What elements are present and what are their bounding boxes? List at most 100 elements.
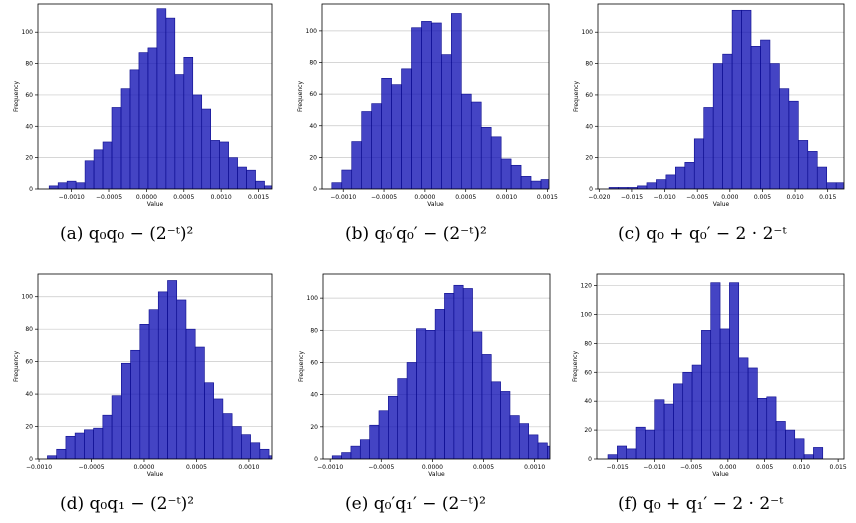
ytick-label-c-1: 20 [585, 155, 593, 162]
bar-d-15 [185, 328, 196, 459]
bar-b-11 [441, 54, 452, 189]
bar-a-0 [48, 185, 59, 189]
bar-a-14 [174, 74, 185, 189]
bar-b-12 [451, 13, 462, 189]
bar-b-6 [391, 84, 402, 189]
bar-b-2 [351, 141, 362, 189]
bar-c-5 [656, 179, 667, 189]
caption-a: (a) q₀q₀ − (2⁻ᵗ)² [60, 224, 193, 244]
bar-d-17 [204, 382, 214, 459]
bar-f-17 [766, 396, 777, 459]
ytick-label-c-4: 80 [585, 61, 593, 68]
bar-c-6 [665, 174, 676, 189]
panel-a: (a) q₀q₀ − (2⁻ᵗ)² 0 20 40 60 80 100 −0.0010 −0.… [13, 3, 282, 244]
bars-e [331, 284, 575, 459]
ytick-label-f-0: 0 [588, 456, 592, 463]
ytick-label-d-0: 0 [29, 456, 33, 463]
bars-f [607, 282, 824, 459]
xtick-label-e-2: 0.0000 [422, 464, 443, 471]
ytick-label-a-4: 80 [25, 61, 33, 68]
bar-c-25 [846, 184, 855, 189]
bar-b-9 [421, 21, 432, 189]
bar-a-13 [165, 17, 176, 189]
bar-f-14 [738, 357, 749, 459]
xtick-label-a-4: 0.0010 [211, 194, 232, 201]
bars-c [608, 9, 855, 189]
bar-f-4 [645, 429, 656, 459]
bar-a-16 [192, 94, 203, 189]
bar-e-14 [462, 288, 473, 459]
xtick-label-f-5: 0.010 [793, 464, 810, 471]
bar-c-15 [750, 46, 761, 189]
ytick-label-b-4: 80 [309, 60, 317, 67]
xtick-label-f-6: 0.015 [830, 464, 847, 471]
ytick-label-d-4: 80 [25, 326, 33, 333]
ylabel-f: Frequency [572, 351, 579, 382]
bar-d-24 [268, 455, 272, 459]
ytick-label-c-0: 0 [589, 186, 593, 193]
ytick-label-c-2: 40 [585, 123, 593, 130]
bar-b-7 [401, 68, 412, 189]
bar-b-18 [510, 164, 522, 189]
xtick-label-e-1: −0.0005 [368, 464, 394, 471]
xtick-label-d-1: −0.0005 [79, 464, 105, 471]
bar-e-16 [481, 354, 492, 459]
bar-a-15 [183, 57, 194, 189]
xtick-label-c-3: −0.005 [686, 194, 708, 201]
bar-d-1 [56, 448, 67, 459]
ytick-label-d-3: 60 [25, 359, 33, 366]
bar-b-3 [361, 111, 372, 189]
xtick-label-a-5: 0.0015 [248, 194, 269, 201]
bar-a-19 [219, 141, 229, 189]
xtick-label-c-7: 0.015 [819, 194, 836, 201]
bar-e-0 [331, 455, 342, 459]
bar-a-5 [93, 149, 104, 189]
bar-d-10 [139, 324, 150, 459]
bar-c-22 [816, 166, 828, 189]
xlabel-a: Value [147, 201, 164, 208]
bar-a-23 [255, 180, 265, 189]
ytick-label-e-0: 0 [314, 456, 318, 463]
bar-b-8 [411, 27, 422, 189]
bar-e-18 [500, 391, 511, 459]
ytick-label-e-1: 20 [310, 424, 318, 431]
axes-frame-e [322, 273, 551, 460]
bar-b-4 [371, 103, 382, 189]
panel-f: (f) q₀ + q₁′ − 2 · 2⁻ᵗ 0 20 40 60 80 100 120 −0… [572, 273, 847, 514]
bar-a-6 [102, 141, 113, 189]
xtick-label-c-2: −0.010 [653, 194, 675, 201]
ytick-label-d-1: 20 [25, 424, 33, 431]
bar-b-10 [431, 22, 442, 189]
xlabel-e: Value [428, 471, 445, 478]
bar-a-8 [120, 88, 131, 189]
bar-f-16 [757, 397, 768, 459]
panel-c: (c) q₀ + q₀′ − 2 · 2⁻ᵗ 0 20 40 60 80 100 −0.02… [573, 3, 855, 244]
ytick-label-b-0: 0 [313, 186, 317, 193]
ytick-label-f-5: 100 [581, 311, 593, 318]
bar-f-15 [747, 367, 758, 459]
bar-f-12 [719, 328, 730, 459]
xtick-label-e-4: 0.0010 [524, 464, 545, 471]
xlabel-b: Value [427, 201, 444, 208]
xlabel-d: Value [147, 471, 164, 478]
xtick-label-d-0: −0.0010 [26, 464, 52, 471]
bar-f-0 [607, 454, 618, 459]
bar-e-12 [444, 293, 455, 459]
bar-d-9 [130, 349, 141, 459]
bar-b-16 [490, 136, 502, 189]
bar-d-22 [250, 442, 261, 459]
bar-f-5 [654, 399, 665, 459]
bar-a-25 [273, 187, 282, 189]
bar-d-18 [213, 398, 224, 459]
ytick-label-d-5: 100 [22, 294, 34, 301]
ytick-label-a-1: 20 [25, 155, 33, 162]
ylabel-b: Frequency [297, 81, 304, 112]
bar-c-10 [703, 107, 714, 189]
xtick-label-c-4: 0.000 [721, 194, 738, 201]
bar-c-12 [722, 53, 733, 189]
bar-a-20 [228, 157, 238, 189]
bar-e-22 [537, 442, 548, 459]
bar-e-25 [566, 454, 575, 459]
bar-f-8 [682, 371, 693, 459]
bar-e-3 [359, 439, 370, 459]
